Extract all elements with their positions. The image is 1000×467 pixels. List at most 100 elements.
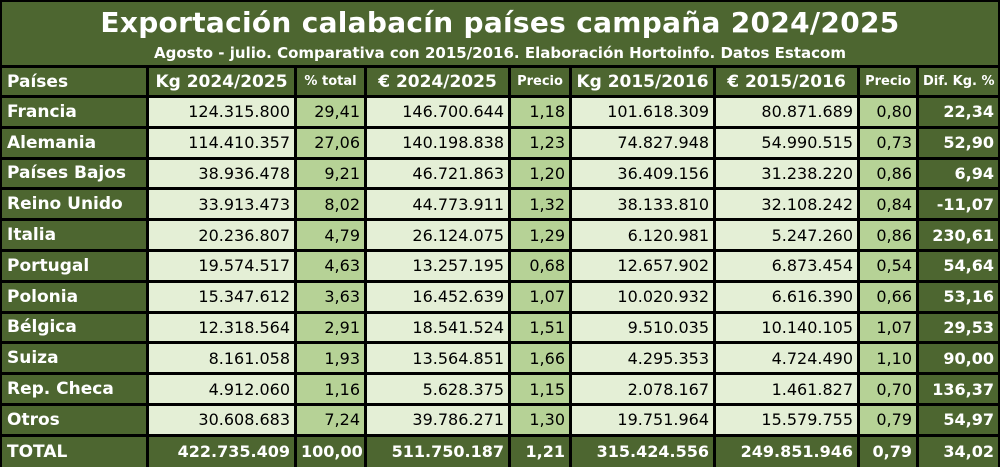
column-header-eur-2024: € 2024/2025 [367, 68, 511, 98]
dif-kg-cell: 54,64 [919, 251, 998, 283]
column-header-kg-2015: Kg 2015/2016 [572, 68, 716, 98]
kg-2024-cell: 38.936.478 [149, 159, 297, 191]
kg-2024-cell: 4.912.060 [149, 375, 297, 406]
column-header-eur-2015: € 2015/2016 [716, 68, 860, 98]
eur-2015-cell: 4.724.490 [716, 344, 860, 376]
kg-2024-cell: 33.913.473 [149, 190, 297, 222]
pct-total-cell: 4,63 [297, 251, 367, 283]
kg-2015-cell: 4.295.353 [572, 344, 716, 376]
total-precio-2024: 1,21 [511, 436, 572, 467]
precio-2015-cell: 0,70 [860, 375, 919, 406]
table-row: Bélgica 12.318.564 2,91 18.541.524 1,51 9.510… [2, 313, 998, 345]
pct-total-cell: 29,41 [297, 98, 367, 129]
precio-2024-cell: 1,20 [511, 159, 572, 191]
kg-2024-cell: 114.410.357 [149, 128, 297, 160]
eur-2015-cell: 1.461.827 [716, 375, 860, 406]
precio-2024-cell: 1,66 [511, 344, 572, 376]
eur-2024-cell: 26.124.075 [367, 221, 511, 252]
pct-total-cell: 27,06 [297, 128, 367, 160]
column-header-precio-2015: Precio [860, 68, 919, 98]
precio-2015-cell: 0,80 [860, 98, 919, 129]
kg-2024-cell: 30.608.683 [149, 405, 297, 437]
eur-2024-cell: 140.198.838 [367, 128, 511, 160]
page-subtitle: Agosto - julio. Comparativa con 2015/201… [154, 44, 846, 62]
eur-2015-cell: 80.871.689 [716, 98, 860, 129]
eur-2015-cell: 54.990.515 [716, 128, 860, 160]
eur-2015-cell: 10.140.105 [716, 313, 860, 345]
dif-kg-cell: 230,61 [919, 221, 998, 252]
eur-2024-cell: 44.773.911 [367, 190, 511, 222]
country-name-cell: Suiza [2, 344, 149, 376]
kg-2015-cell: 10.020.932 [572, 282, 716, 314]
eur-2024-cell: 18.541.524 [367, 313, 511, 345]
kg-2024-cell: 19.574.517 [149, 251, 297, 283]
precio-2024-cell: 0,68 [511, 251, 572, 283]
country-name-cell: Polonia [2, 282, 149, 314]
kg-2015-cell: 101.618.309 [572, 98, 716, 129]
table-row: Alemania 114.410.357 27,06 140.198.838 1,23 7… [2, 128, 998, 160]
total-dif-kg: 34,02 [919, 436, 998, 467]
dif-kg-cell: 22,34 [919, 98, 998, 129]
kg-2015-cell: 74.827.948 [572, 128, 716, 160]
table-row: Italia 20.236.807 4,79 26.124.075 1,29 6.120.… [2, 221, 998, 252]
country-name-cell: Alemania [2, 128, 149, 160]
kg-2015-cell: 36.409.156 [572, 159, 716, 191]
precio-2024-cell: 1,18 [511, 98, 572, 129]
pct-total-cell: 7,24 [297, 405, 367, 437]
kg-2024-cell: 8.161.058 [149, 344, 297, 376]
page-title: Exportación calabacín países campaña 202… [100, 6, 900, 39]
table-body: Francia 124.315.800 29,41 146.700.644 1,18 10… [2, 98, 998, 437]
country-name-cell: Italia [2, 221, 149, 252]
kg-2024-cell: 12.318.564 [149, 313, 297, 345]
total-label: TOTAL [2, 436, 149, 467]
pct-total-cell: 3,63 [297, 282, 367, 314]
precio-2024-cell: 1,23 [511, 128, 572, 160]
column-header-pct-total: % total [297, 68, 367, 98]
table-row: Países Bajos 38.936.478 9,21 46.721.863 1,20… [2, 159, 998, 191]
total-eur-2024: 511.750.187 [367, 436, 511, 467]
column-header-paises: Países [2, 68, 149, 98]
eur-2024-cell: 5.628.375 [367, 375, 511, 406]
pct-total-cell: 8,02 [297, 190, 367, 222]
eur-2015-cell: 32.108.242 [716, 190, 860, 222]
kg-2015-cell: 19.751.964 [572, 405, 716, 437]
kg-2015-cell: 38.133.810 [572, 190, 716, 222]
precio-2024-cell: 1,51 [511, 313, 572, 345]
eur-2024-cell: 13.564.851 [367, 344, 511, 376]
table-row: Francia 124.315.800 29,41 146.700.644 1,18 10… [2, 98, 998, 129]
pct-total-cell: 4,79 [297, 221, 367, 252]
table-row: Otros 30.608.683 7,24 39.786.271 1,30 19.751.… [2, 405, 998, 437]
country-name-cell: Francia [2, 98, 149, 129]
country-name-cell: Países Bajos [2, 159, 149, 191]
dif-kg-cell: 136,37 [919, 375, 998, 406]
kg-2024-cell: 124.315.800 [149, 98, 297, 129]
eur-2015-cell: 6.873.454 [716, 251, 860, 283]
dif-kg-cell: 29,53 [919, 313, 998, 345]
country-name-cell: Rep. Checa [2, 375, 149, 406]
table-row: Suiza 8.161.058 1,93 13.564.851 1,66 4.295.35… [2, 344, 998, 376]
kg-2015-cell: 2.078.167 [572, 375, 716, 406]
pct-total-cell: 1,16 [297, 375, 367, 406]
table-row: Rep. Checa 4.912.060 1,16 5.628.375 1,15 2.07… [2, 375, 998, 406]
country-name-cell: Reino Unido [2, 190, 149, 222]
column-header-kg-2024: Kg 2024/2025 [149, 68, 297, 98]
precio-2015-cell: 0,86 [860, 221, 919, 252]
country-name-cell: Otros [2, 405, 149, 437]
pct-total-cell: 2,91 [297, 313, 367, 345]
export-data-table: Países Kg 2024/2025 % total € 2024/2025 … [2, 68, 998, 467]
eur-2024-cell: 46.721.863 [367, 159, 511, 191]
precio-2015-cell: 0,79 [860, 405, 919, 437]
country-name-cell: Bélgica [2, 313, 149, 345]
table-row: Portugal 19.574.517 4,63 13.257.195 0,68 12.6… [2, 251, 998, 283]
precio-2024-cell: 1,07 [511, 282, 572, 314]
total-eur-2015: 249.851.946 [716, 436, 860, 467]
dif-kg-cell: 6,94 [919, 159, 998, 191]
precio-2015-cell: 1,07 [860, 313, 919, 345]
total-kg-2024: 422.735.409 [149, 436, 297, 467]
column-header-dif-kg: Dif. Kg. % [919, 68, 998, 98]
eur-2024-cell: 146.700.644 [367, 98, 511, 129]
precio-2015-cell: 0,54 [860, 251, 919, 283]
dif-kg-cell: 90,00 [919, 344, 998, 376]
total-kg-2015: 315.424.556 [572, 436, 716, 467]
